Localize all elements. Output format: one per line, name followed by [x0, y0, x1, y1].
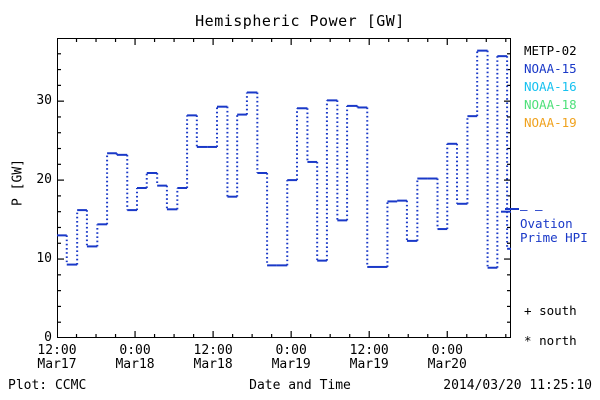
plot-area	[57, 38, 511, 338]
plot-timestamp: 2014/03/20 11:25:10	[443, 378, 592, 393]
legend-item-noaa-19[interactable]: NOAA-19	[524, 114, 600, 132]
legend-item-noaa-16[interactable]: NOAA-16	[524, 78, 600, 96]
legend-item-label: NOAA-15	[524, 61, 577, 76]
marker-label: south	[539, 303, 577, 318]
x-tick-date: Mar19	[271, 357, 311, 372]
x-tick-time: 0:00	[431, 343, 463, 358]
x-tick-time: 12:00	[193, 343, 233, 358]
ovation-label-line2: Prime HPI	[520, 230, 588, 245]
x-tick-date: Mar18	[115, 357, 155, 372]
x-tick-time: 0:00	[119, 343, 151, 358]
marker-key: + south * north	[524, 296, 600, 356]
x-tick-label: 0:00 Mar19	[251, 344, 331, 372]
marker-label: north	[539, 333, 577, 348]
legend-item-label: NOAA-18	[524, 97, 577, 112]
y-tick-label: 10	[36, 251, 52, 267]
x-tick-label: 0:00 Mar20	[407, 344, 487, 372]
legend-item-label: NOAA-19	[524, 115, 577, 130]
legend-item-noaa-15[interactable]: NOAA-15	[524, 60, 600, 78]
x-tick-label: 12:00 Mar18	[173, 344, 253, 372]
marker-key-item: + south	[524, 296, 600, 326]
page-title: Hemispheric Power [GW]	[195, 12, 405, 30]
ovation-reference-dash	[505, 208, 519, 210]
marker-glyph: *	[524, 333, 532, 348]
marker-key-item: * north	[524, 326, 600, 356]
x-tick-date: Mar18	[193, 357, 233, 372]
legend-item-label: NOAA-16	[524, 79, 577, 94]
ovation-reference-label: — — Ovation Prime HPI	[520, 203, 600, 245]
y-tick-label: 0	[44, 330, 52, 345]
y-tick-label: 20	[36, 172, 52, 188]
x-axis-tick-labels: 12:00 Mar17 0:00 Mar18 12:00 Mar18 0:00 Mar19 12…	[0, 344, 600, 378]
y-axis-tick-labels: 0 10 20 30	[22, 38, 52, 345]
x-tick-date: Mar19	[349, 357, 389, 372]
plot-frame	[57, 38, 511, 338]
x-tick-time: 12:00	[37, 343, 77, 358]
x-tick-time: 0:00	[275, 343, 307, 358]
x-tick-date: Mar17	[37, 357, 77, 372]
y-tick-label: 30	[36, 93, 52, 109]
plot-credit: Plot: CCMC	[8, 378, 87, 393]
x-tick-time: 12:00	[349, 343, 389, 358]
marker-glyph: +	[524, 303, 532, 318]
legend: METP-02 NOAA-15 NOAA-16 NOAA-18 NOAA-19	[524, 42, 600, 132]
x-tick-label: 12:00 Mar19	[329, 344, 409, 372]
x-axis-title: Date and Time	[249, 378, 351, 393]
series-svg	[57, 38, 511, 338]
x-tick-date: Mar20	[427, 357, 467, 372]
legend-item-label: METP-02	[524, 43, 577, 58]
x-tick-label: 12:00 Mar17	[17, 344, 97, 372]
x-tick-label: 0:00 Mar18	[95, 344, 175, 372]
ovation-label-line1: — — Ovation	[520, 202, 573, 231]
legend-item-noaa-18[interactable]: NOAA-18	[524, 96, 600, 114]
legend-item-metp-02[interactable]: METP-02	[524, 42, 600, 60]
